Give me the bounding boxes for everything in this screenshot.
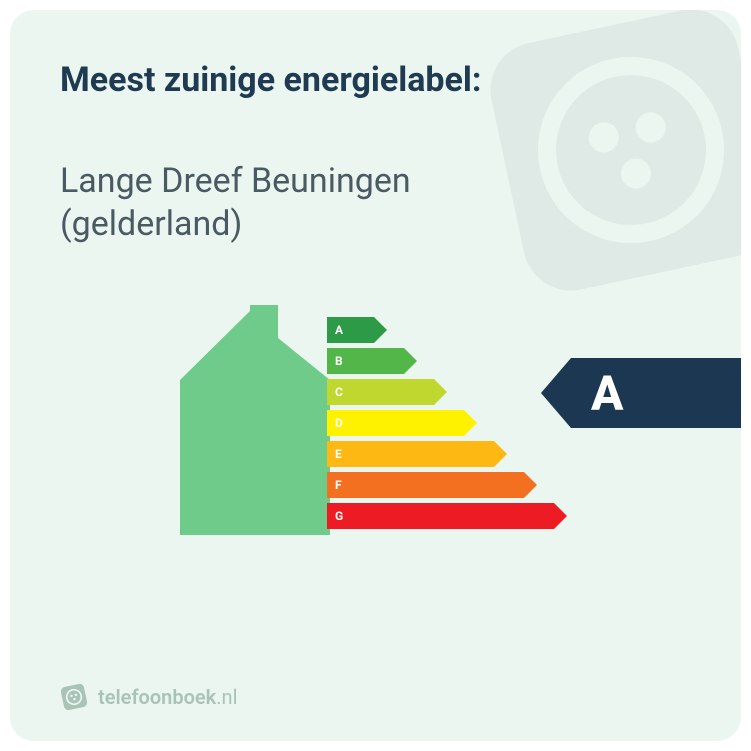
footer: telefoonboek.nl: [60, 683, 237, 711]
bar-shape: [327, 503, 567, 529]
bar-shape: [327, 441, 507, 467]
bar-label: C: [335, 379, 343, 405]
house-icon: [180, 305, 330, 535]
watermark-phonebook-icon: [453, 10, 741, 328]
bar-label: F: [335, 472, 342, 498]
energy-card: Meest zuinige energielabel: Lange Dreef …: [10, 10, 741, 741]
footer-domain: .nl: [216, 685, 237, 709]
bar-label: A: [335, 317, 343, 343]
bar-shape: [327, 472, 537, 498]
result-badge: A: [541, 358, 741, 428]
bar-label: D: [335, 410, 343, 436]
footer-brand-name: telefoonboek: [98, 685, 216, 709]
bar-label: G: [335, 503, 343, 529]
bar-shape: [327, 410, 477, 436]
footer-logo-icon: [57, 680, 90, 713]
bar-shape: [327, 379, 447, 405]
energy-chart: ABCDEFG: [180, 305, 691, 565]
result-body: A: [571, 358, 741, 428]
footer-brand: telefoonboek.nl: [98, 685, 237, 709]
bar-label: E: [335, 441, 342, 467]
result-arrow-icon: [541, 358, 571, 428]
bar-label: B: [335, 348, 343, 374]
result-letter: A: [591, 365, 623, 422]
